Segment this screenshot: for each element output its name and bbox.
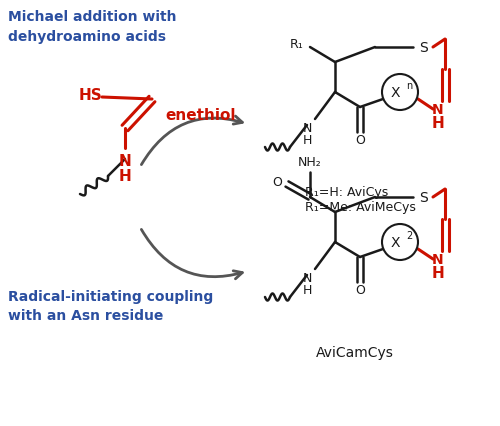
Text: Radical-initiating coupling
with an Asn residue: Radical-initiating coupling with an Asn … <box>8 289 214 323</box>
Text: NH₂: NH₂ <box>298 156 322 169</box>
Text: N: N <box>302 271 312 284</box>
Text: O: O <box>272 176 282 189</box>
Text: Michael addition with
dehydroamino acids: Michael addition with dehydroamino acids <box>8 10 176 43</box>
Text: H: H <box>432 115 444 130</box>
Text: enethiol: enethiol <box>165 107 236 122</box>
Text: H: H <box>302 283 312 296</box>
Text: N: N <box>432 103 444 117</box>
Text: 2: 2 <box>406 230 412 240</box>
Text: N: N <box>432 253 444 266</box>
Text: N: N <box>302 121 312 134</box>
Text: R₁=Me: AviMeCys: R₁=Me: AviMeCys <box>305 201 416 214</box>
Circle shape <box>382 75 418 111</box>
Text: X: X <box>390 86 400 100</box>
Text: n: n <box>406 81 412 91</box>
Text: HS: HS <box>78 87 102 102</box>
Text: R₁=H: AviCys: R₁=H: AviCys <box>305 186 388 199</box>
Text: N: N <box>118 154 132 169</box>
Text: AviCamCys: AviCamCys <box>316 345 394 359</box>
Text: O: O <box>355 283 365 296</box>
Text: O: O <box>355 133 365 146</box>
Text: S: S <box>418 190 428 204</box>
Text: R₁: R₁ <box>290 38 304 52</box>
Text: H: H <box>432 265 444 280</box>
Text: H: H <box>302 133 312 146</box>
Text: S: S <box>418 41 428 55</box>
Circle shape <box>382 225 418 260</box>
Text: H: H <box>118 169 132 184</box>
Text: X: X <box>390 236 400 249</box>
